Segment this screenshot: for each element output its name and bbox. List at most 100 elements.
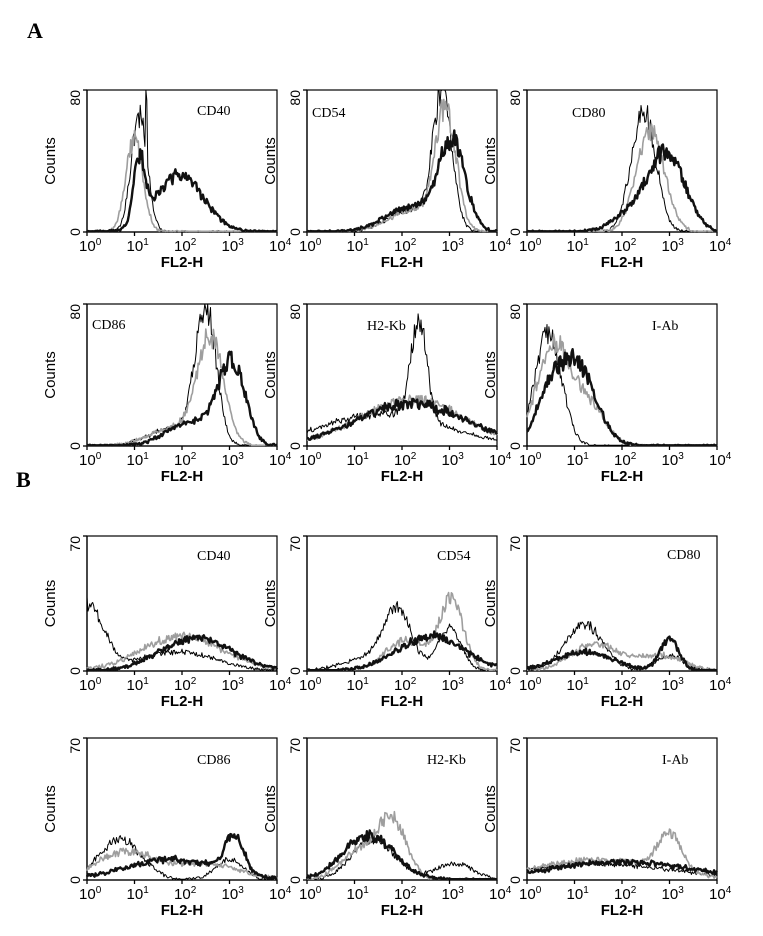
y-tick-label: 80 — [287, 304, 303, 320]
x-axis-label: FL2-H — [161, 254, 204, 271]
marker-label: CD80 — [667, 548, 700, 563]
marker-label: CD40 — [197, 549, 230, 564]
x-axis-label: FL2-H — [381, 254, 424, 271]
histogram-series-2 — [86, 847, 278, 880]
x-tick-label: 100 — [299, 237, 322, 255]
x-tick-label: 104 — [709, 237, 732, 255]
histogram-panel-b-cd86: 100 101 102 103 104 0 70 Counts FL2-H CD86 — [42, 737, 292, 919]
y-axis-label: Counts — [42, 785, 59, 833]
x-axis-label: FL2-H — [601, 902, 644, 919]
histogram-series-2 — [87, 129, 277, 233]
plot-frame — [86, 737, 278, 881]
histogram-series-1 — [87, 89, 277, 232]
x-tick-label: 102 — [174, 885, 197, 903]
x-axis-label: FL2-H — [381, 902, 424, 919]
histogram-series-3 — [526, 348, 718, 447]
x-tick-label: 103 — [662, 676, 685, 694]
y-tick-label: 70 — [287, 738, 303, 754]
x-tick-label: 101 — [567, 885, 590, 903]
marker-label: H2-Kb — [427, 753, 466, 768]
y-tick-label: 0 — [287, 228, 303, 236]
marker-label: CD54 — [312, 106, 345, 121]
y-axis-label: Counts — [482, 351, 499, 399]
y-axis-label: Counts — [42, 351, 59, 399]
x-tick-label: 104 — [269, 885, 292, 903]
y-tick-label: 80 — [507, 90, 523, 106]
x-tick-label: 103 — [442, 451, 465, 469]
histogram-series-3 — [305, 829, 498, 881]
x-tick-label: 101 — [567, 451, 590, 469]
x-axis-label: FL2-H — [601, 693, 644, 710]
x-tick-label: 100 — [519, 451, 542, 469]
x-tick-label: 102 — [394, 885, 417, 903]
x-tick-label: 102 — [614, 237, 637, 255]
x-axis-label: FL2-H — [601, 468, 644, 485]
x-tick-label: 103 — [222, 237, 245, 255]
y-tick-label: 80 — [507, 304, 523, 320]
histogram-series-1 — [86, 835, 277, 880]
histogram-series-2 — [527, 122, 717, 233]
y-tick-label: 0 — [67, 442, 83, 450]
y-axis-label: Counts — [262, 351, 279, 399]
x-axis-label: FL2-H — [161, 693, 204, 710]
x-tick-label: 103 — [222, 885, 245, 903]
x-tick-label: 100 — [79, 451, 102, 469]
histogram-series-3 — [86, 634, 279, 672]
x-axis-label: FL2-H — [381, 693, 424, 710]
histogram-series-1 — [526, 860, 718, 877]
x-tick-label: 100 — [299, 451, 322, 469]
x-tick-label: 104 — [709, 885, 732, 903]
histogram-series-1 — [307, 601, 498, 671]
x-tick-label: 101 — [127, 237, 150, 255]
x-tick-label: 101 — [127, 451, 150, 469]
x-tick-label: 101 — [347, 451, 370, 469]
x-tick-label: 102 — [174, 451, 197, 469]
histogram-series-1 — [307, 835, 497, 880]
x-tick-label: 101 — [567, 237, 590, 255]
x-tick-label: 103 — [662, 237, 685, 255]
x-tick-label: 104 — [489, 451, 512, 469]
histogram-series-2 — [86, 328, 277, 447]
x-tick-label: 100 — [519, 885, 542, 903]
y-tick-label: 0 — [507, 667, 523, 675]
x-tick-label: 101 — [347, 885, 370, 903]
x-tick-label: 101 — [567, 676, 590, 694]
y-axis-label: Counts — [482, 785, 499, 833]
histogram-series-2 — [306, 810, 497, 880]
x-tick-label: 103 — [442, 885, 465, 903]
y-tick-label: 70 — [67, 738, 83, 754]
marker-label: CD40 — [197, 104, 230, 119]
x-tick-label: 102 — [614, 676, 637, 694]
y-axis-label: Counts — [262, 580, 279, 628]
y-tick-label: 0 — [287, 442, 303, 450]
y-axis-label: Counts — [42, 137, 59, 185]
x-tick-label: 102 — [394, 676, 417, 694]
marker-label: CD80 — [572, 106, 605, 121]
y-tick-label: 0 — [507, 228, 523, 236]
x-tick-label: 104 — [269, 237, 292, 255]
histogram-series-3 — [86, 350, 278, 447]
y-tick-label: 70 — [67, 536, 83, 552]
y-axis-label: Counts — [482, 580, 499, 628]
x-tick-label: 104 — [489, 885, 512, 903]
y-axis-label: Counts — [262, 785, 279, 833]
x-tick-label: 103 — [222, 676, 245, 694]
x-tick-label: 102 — [174, 676, 197, 694]
x-tick-label: 104 — [269, 676, 292, 694]
plot-frame — [86, 89, 278, 233]
x-tick-label: 103 — [442, 676, 465, 694]
y-tick-label: 0 — [287, 876, 303, 884]
x-tick-label: 102 — [394, 451, 417, 469]
x-tick-label: 102 — [394, 237, 417, 255]
histogram-series-2 — [526, 333, 718, 447]
histogram-series-3 — [306, 397, 498, 441]
x-tick-label: 104 — [269, 451, 292, 469]
y-axis-label: Counts — [42, 580, 59, 628]
x-tick-label: 102 — [614, 451, 637, 469]
x-tick-label: 103 — [222, 451, 245, 469]
